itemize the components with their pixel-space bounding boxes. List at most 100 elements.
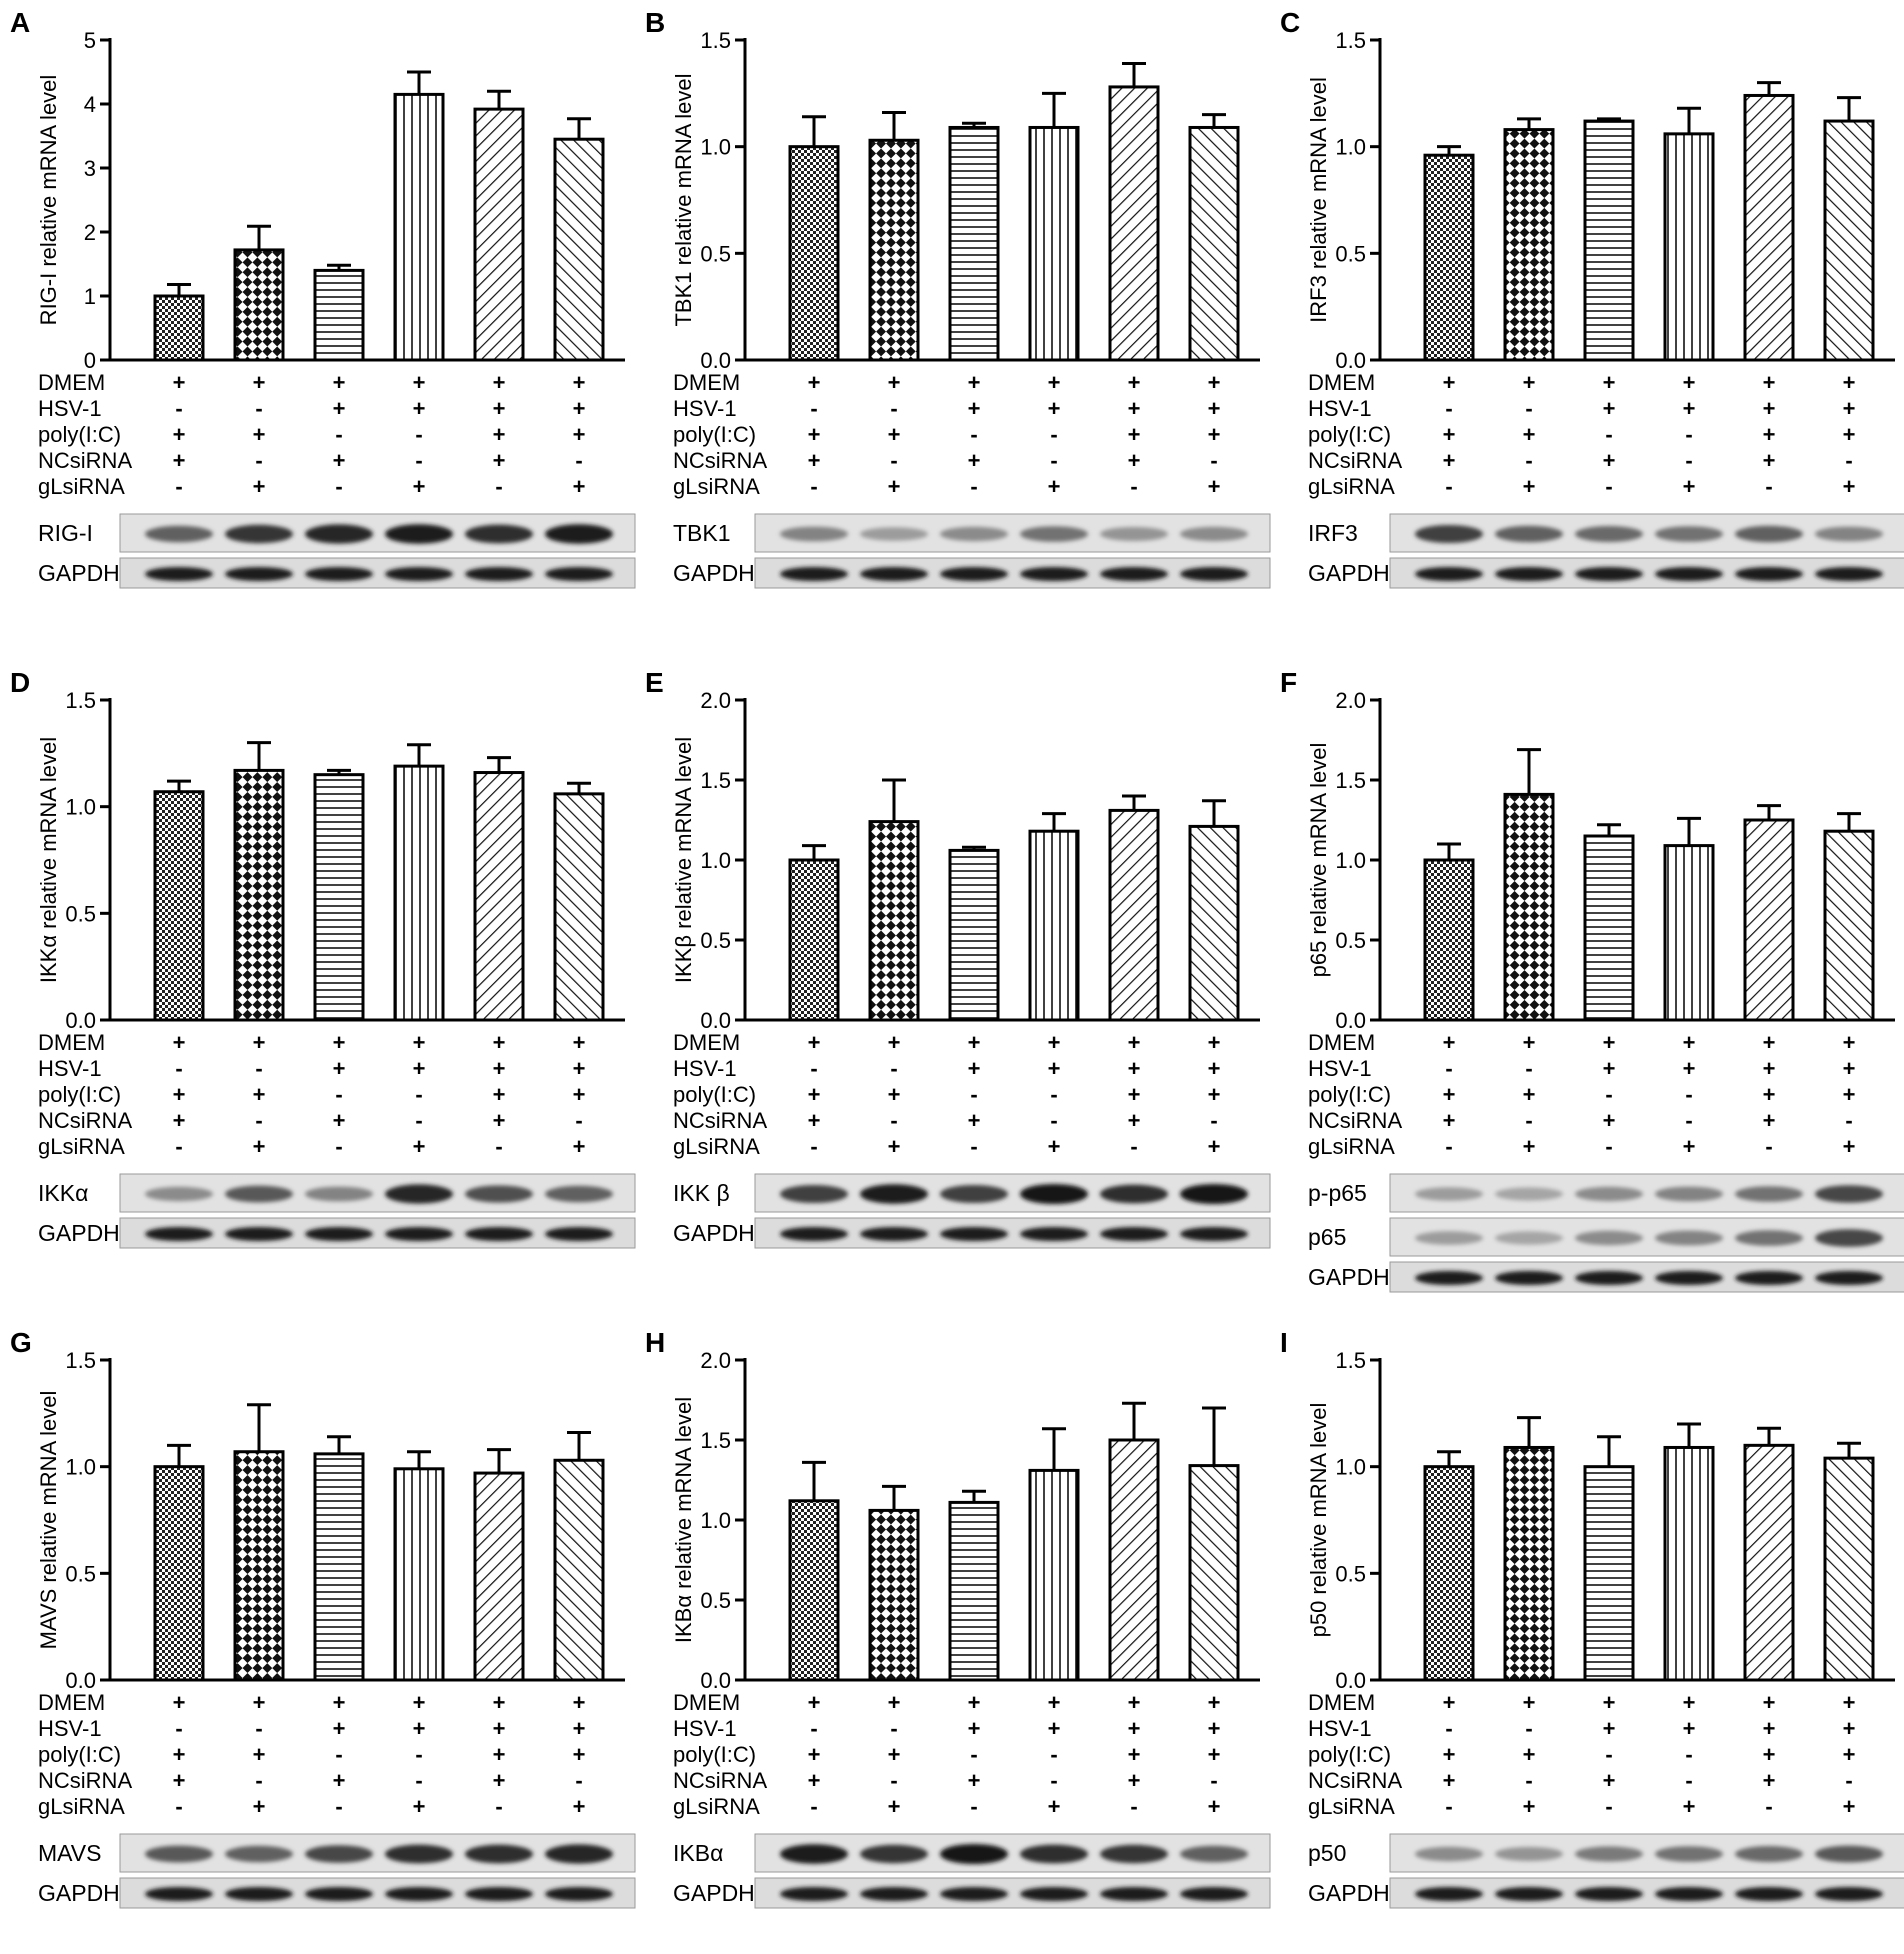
panel-letter: C [1280, 7, 1300, 38]
condition-sign: + [808, 1768, 821, 1793]
y-tick-label: 1.5 [65, 688, 96, 713]
y-tick-label: 1.5 [1335, 768, 1366, 793]
blot-band [1655, 526, 1723, 542]
blot-band [545, 1887, 613, 1901]
blot-band [780, 1887, 848, 1901]
condition-sign: - [335, 1082, 342, 1107]
condition-sign: - [1765, 1134, 1772, 1159]
y-axis-label: IKKβ relative mRNA level [671, 737, 696, 983]
y-tick-label: 2.0 [1335, 688, 1366, 713]
condition-row-label: poly(I:C) [1308, 422, 1391, 447]
blot-band [225, 1887, 293, 1901]
blot-band [225, 1845, 293, 1863]
y-tick-label: 0.5 [700, 241, 731, 266]
blot-band [1815, 1229, 1883, 1247]
y-tick-label: 1.5 [1335, 28, 1366, 53]
y-axis-label: RIG-I relative mRNA level [36, 75, 61, 326]
condition-sign: + [1843, 1082, 1856, 1107]
condition-sign: - [970, 1082, 977, 1107]
condition-sign: + [1128, 1030, 1141, 1055]
blot-band [780, 567, 848, 581]
condition-sign: - [335, 1134, 342, 1159]
condition-sign: + [1128, 1716, 1141, 1741]
panel-letter: F [1280, 667, 1297, 698]
condition-sign: - [175, 1794, 182, 1819]
bar-5 [1743, 818, 1795, 1022]
condition-sign: - [1685, 1082, 1692, 1107]
condition-sign: + [808, 1108, 821, 1133]
y-tick-label: 1.5 [1335, 1348, 1366, 1373]
y-axis-label: IKBα relative mRNA level [671, 1397, 696, 1643]
bar-5 [473, 107, 525, 362]
condition-sign: + [808, 1030, 821, 1055]
blot-band [1495, 1887, 1563, 1901]
bar-3 [313, 268, 365, 362]
condition-sign: - [1605, 474, 1612, 499]
blot-band [225, 524, 293, 544]
condition-sign: + [1128, 370, 1141, 395]
blot-band [145, 525, 213, 543]
condition-sign: + [1048, 1056, 1061, 1081]
blot-label: p-p65 [1308, 1180, 1367, 1206]
condition-sign: + [493, 1742, 506, 1767]
blot-band [1735, 1271, 1803, 1285]
condition-sign: + [1128, 1690, 1141, 1715]
condition-sign: + [1443, 1030, 1456, 1055]
condition-row-label: HSV-1 [1308, 1716, 1372, 1741]
y-tick-label: 0.5 [1335, 241, 1366, 266]
condition-sign: + [1523, 1030, 1536, 1055]
condition-row-label: gLsiRNA [38, 1134, 125, 1159]
bar-6 [1188, 125, 1240, 362]
condition-row-label: DMEM [673, 370, 740, 395]
condition-row-label: poly(I:C) [1308, 1742, 1391, 1767]
condition-sign: + [493, 1030, 506, 1055]
y-tick-label: 0 [84, 348, 96, 373]
y-tick-label: 1.0 [700, 1508, 731, 1533]
condition-sign: + [173, 1690, 186, 1715]
blot-band [940, 1227, 1008, 1241]
blot-band [1415, 1231, 1483, 1245]
bar-4 [393, 92, 445, 362]
western-blot-gapdh [1389, 1261, 1904, 1293]
condition-row-label: gLsiRNA [38, 474, 125, 499]
condition-sign: + [808, 1742, 821, 1767]
panels-root: A RIG-I relative mRNA level 0 1 2 3 4 5 DMEM + + + +… [10, 7, 1904, 1909]
condition-sign: - [1605, 1134, 1612, 1159]
condition-sign: + [253, 474, 266, 499]
condition-sign: - [255, 448, 262, 473]
condition-sign: + [1763, 1716, 1776, 1741]
condition-row-label: DMEM [38, 370, 105, 395]
y-tick-label: 1.0 [65, 795, 96, 820]
blot-band [1180, 1227, 1248, 1241]
condition-sign: - [1050, 1108, 1057, 1133]
condition-sign: + [493, 422, 506, 447]
y-tick-label: 1.0 [1335, 135, 1366, 160]
condition-sign: + [1523, 474, 1536, 499]
condition-sign: - [1210, 1768, 1217, 1793]
blot-band [1575, 526, 1643, 542]
blot-label: GAPDH [673, 1880, 755, 1906]
condition-row-label: NCsiRNA [673, 448, 767, 473]
condition-sign: + [413, 474, 426, 499]
blot-band [1020, 1887, 1088, 1901]
blot-band [1655, 1271, 1723, 1285]
condition-sign: - [890, 448, 897, 473]
condition-row-label: DMEM [673, 1030, 740, 1055]
condition-sign: + [493, 1690, 506, 1715]
blot-band [940, 526, 1008, 542]
blot-band [1020, 1184, 1088, 1204]
condition-sign: - [810, 1056, 817, 1081]
condition-sign: + [888, 1742, 901, 1767]
condition-row-label: HSV-1 [38, 1056, 102, 1081]
condition-row-label: poly(I:C) [673, 422, 756, 447]
condition-sign: - [1445, 1716, 1452, 1741]
condition-sign: - [415, 448, 422, 473]
condition-sign: - [175, 1056, 182, 1081]
bar-3 [1583, 1465, 1635, 1682]
condition-sign: - [335, 474, 342, 499]
y-tick-label: 0.0 [65, 1668, 96, 1693]
